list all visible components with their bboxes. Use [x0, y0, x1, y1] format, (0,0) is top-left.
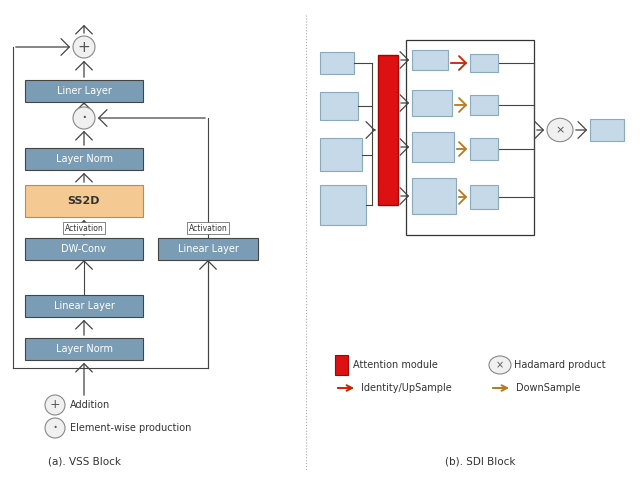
Circle shape [45, 418, 65, 438]
Text: DW-Conv: DW-Conv [61, 244, 106, 254]
Circle shape [73, 107, 95, 129]
Text: (a). VSS Block: (a). VSS Block [47, 457, 120, 467]
Text: Layer Norm: Layer Norm [56, 344, 113, 354]
Bar [406, 40, 534, 235]
Text: Hadamard product: Hadamard product [514, 360, 605, 370]
Bar [25, 338, 143, 360]
Bar [158, 238, 258, 260]
Bar [320, 138, 362, 171]
Ellipse shape [547, 118, 573, 142]
Bar [412, 178, 456, 214]
Text: ·: · [52, 419, 58, 437]
Text: Activation: Activation [65, 224, 104, 232]
Bar [412, 90, 452, 116]
Bar [470, 95, 498, 115]
Text: ×: × [556, 125, 564, 135]
Text: Identity/UpSample: Identity/UpSample [361, 383, 452, 393]
Text: Addition: Addition [70, 400, 110, 410]
Bar [25, 295, 143, 317]
Bar [335, 355, 348, 375]
Text: ×: × [496, 360, 504, 370]
Text: +: + [77, 39, 90, 55]
Bar [470, 54, 498, 72]
Circle shape [45, 395, 65, 415]
Bar [412, 50, 448, 70]
Bar [320, 92, 358, 120]
Bar [470, 138, 498, 160]
Text: Linear Layer: Linear Layer [177, 244, 239, 254]
Text: Liner Layer: Liner Layer [56, 86, 111, 96]
Text: Layer Norm: Layer Norm [56, 154, 113, 164]
Bar [320, 185, 366, 225]
Text: (b). SDI Block: (b). SDI Block [445, 457, 515, 467]
Text: Linear Layer: Linear Layer [54, 301, 115, 311]
Text: DownSample: DownSample [516, 383, 580, 393]
Ellipse shape [489, 356, 511, 374]
Bar [25, 238, 143, 260]
Bar [378, 55, 398, 205]
Bar [25, 148, 143, 170]
Text: Element-wise production: Element-wise production [70, 423, 191, 433]
Circle shape [73, 36, 95, 58]
Bar [320, 52, 354, 74]
Text: ·: · [81, 109, 87, 127]
Bar [25, 185, 143, 217]
Text: Activation: Activation [189, 224, 227, 232]
Bar [412, 132, 454, 162]
Text: +: + [50, 399, 60, 411]
Bar [470, 185, 498, 209]
Bar [25, 80, 143, 102]
Text: Attention module: Attention module [353, 360, 438, 370]
Text: SS2D: SS2D [68, 196, 100, 206]
Bar [590, 119, 624, 141]
